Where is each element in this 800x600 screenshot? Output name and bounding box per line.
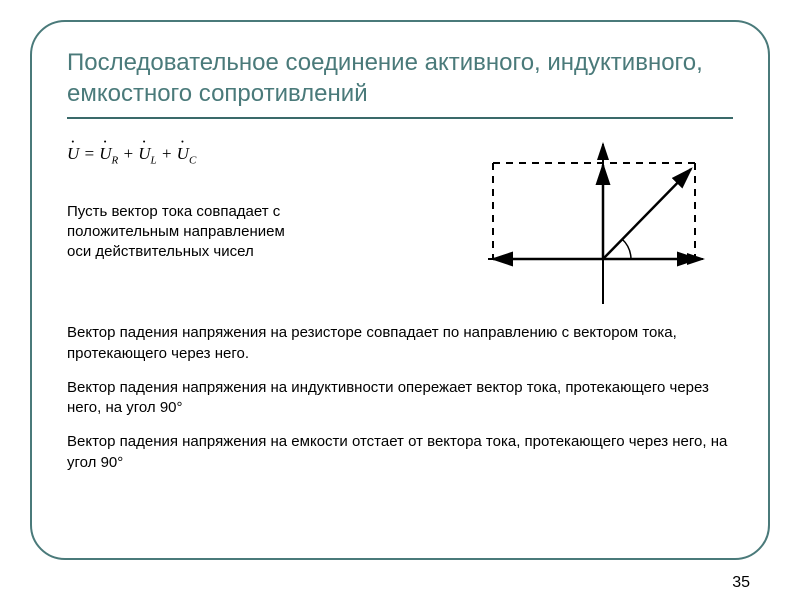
- paragraph-capacitance: Вектор падения напряжения на емкости отс…: [67, 432, 733, 473]
- title-underline: [67, 117, 733, 119]
- formula-ul: U: [138, 144, 150, 163]
- formula: U = UR + UL + UC: [67, 139, 297, 166]
- vector-u-resultant: [603, 169, 691, 259]
- slide-title: Последовательное соединение активного, и…: [67, 47, 733, 109]
- intro-text: Пусть вектор тока совпадает с положитель…: [67, 202, 297, 263]
- vector-diagram: [433, 139, 713, 309]
- paragraph-resistor: Вектор падения напряжения на резисторе с…: [67, 323, 733, 364]
- page-number: 35: [732, 574, 750, 592]
- angle-arc: [622, 239, 631, 259]
- formula-uc: U: [177, 144, 189, 163]
- formula-u: U: [67, 144, 79, 163]
- formula-row: U = UR + UL + UC Пусть вектор тока совпа…: [67, 139, 733, 309]
- formula-ur: U: [99, 144, 111, 163]
- paragraph-inductance: Вектор падения напряжения на индуктивнос…: [67, 378, 733, 419]
- slide-frame: Последовательное соединение активного, и…: [30, 20, 770, 560]
